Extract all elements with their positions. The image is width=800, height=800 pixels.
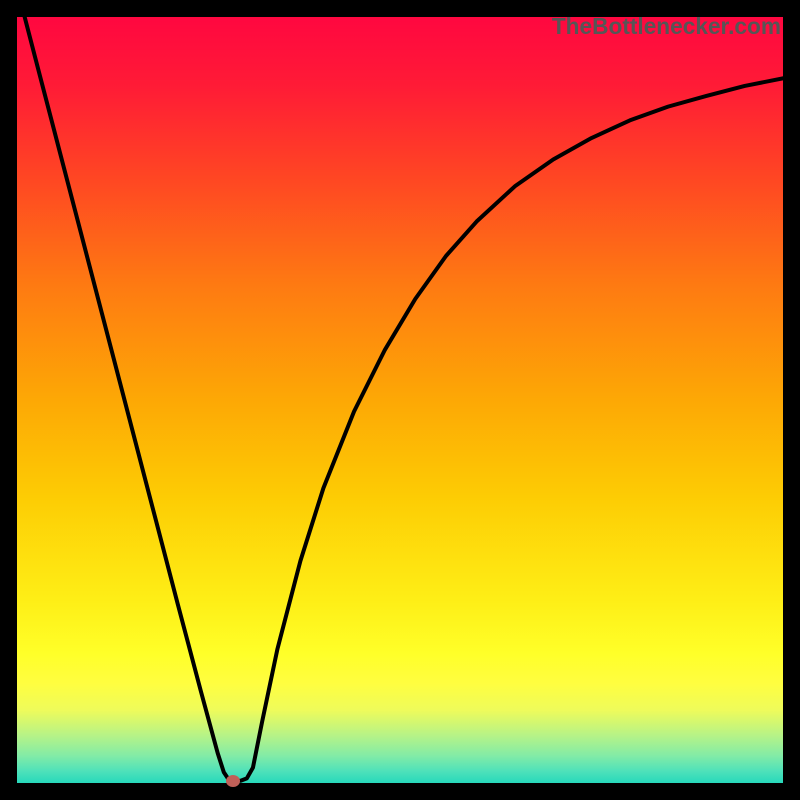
optimal-point-marker <box>226 775 240 787</box>
watermark-text: TheBottlenecker.com <box>552 13 781 40</box>
chart-svg <box>17 17 783 783</box>
chart-frame: TheBottlenecker.com <box>0 0 800 800</box>
gradient-background <box>17 17 783 783</box>
plot-area: TheBottlenecker.com <box>17 17 783 783</box>
